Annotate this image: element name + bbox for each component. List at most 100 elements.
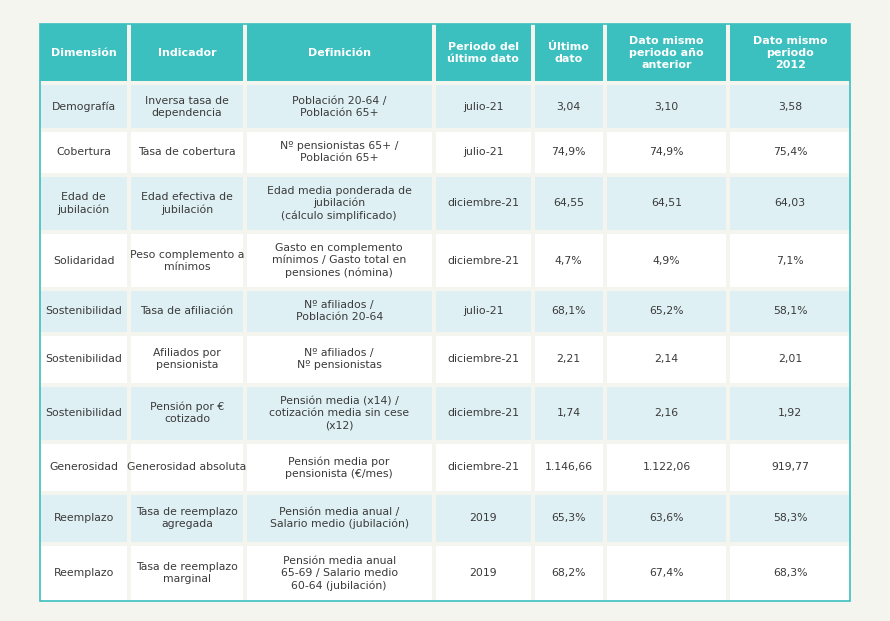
Bar (607, 24, 726, 81)
Text: diciembre-21: diciembre-21 (448, 408, 519, 418)
Bar (131, 387, 243, 440)
Text: 64,51: 64,51 (651, 198, 682, 208)
Bar (131, 176, 243, 230)
Bar (40, 387, 127, 440)
Text: Reemplazo: Reemplazo (53, 568, 114, 578)
Bar (131, 24, 243, 81)
Bar (535, 291, 603, 332)
Text: Afiliados por
pensionista: Afiliados por pensionista (153, 348, 221, 370)
Text: Nº afiliados /
Nº pensionistas: Nº afiliados / Nº pensionistas (296, 348, 382, 370)
Bar (535, 86, 603, 128)
Text: julio-21: julio-21 (463, 306, 504, 317)
Text: 67,4%: 67,4% (649, 568, 684, 578)
Text: Indicador: Indicador (158, 48, 216, 58)
Text: Pensión media por
pensionista (€/mes): Pensión media por pensionista (€/mes) (286, 456, 393, 479)
Bar (435, 495, 531, 542)
Bar (247, 132, 432, 173)
Text: Edad media ponderada de
jubilación
(cálculo simplificado): Edad media ponderada de jubilación (cálc… (267, 186, 411, 221)
Bar (131, 444, 243, 491)
Bar (247, 176, 432, 230)
Text: 68,2%: 68,2% (552, 568, 586, 578)
Text: Edad de
jubilación: Edad de jubilación (58, 192, 109, 215)
Text: Pensión media (x14) /
cotización media sin cese
(x12): Pensión media (x14) / cotización media s… (269, 396, 409, 430)
Bar (607, 86, 726, 128)
Bar (535, 132, 603, 173)
Bar (40, 176, 127, 230)
Bar (535, 387, 603, 440)
Text: diciembre-21: diciembre-21 (448, 462, 519, 473)
Bar (731, 291, 850, 332)
Bar (247, 24, 432, 81)
Bar (607, 291, 726, 332)
Text: Tasa de reemplazo
marginal: Tasa de reemplazo marginal (136, 562, 238, 584)
Bar (40, 336, 127, 383)
Text: Tasa de cobertura: Tasa de cobertura (138, 147, 236, 157)
Text: 1.122,06: 1.122,06 (643, 462, 691, 473)
Text: Pensión por €
cotizado: Pensión por € cotizado (150, 402, 224, 425)
Text: Dato mismo
periodo
2012: Dato mismo periodo 2012 (753, 36, 828, 70)
Text: 7,1%: 7,1% (776, 256, 804, 266)
Bar (535, 24, 603, 81)
Bar (40, 495, 127, 542)
Text: Cobertura: Cobertura (56, 147, 111, 157)
Bar (131, 291, 243, 332)
Text: Dato mismo
periodo año
anterior: Dato mismo periodo año anterior (629, 36, 704, 70)
Text: Peso complemento a
mínimos: Peso complemento a mínimos (130, 250, 244, 271)
Bar (40, 234, 127, 287)
Bar (731, 176, 850, 230)
Text: 1,74: 1,74 (556, 408, 581, 418)
Text: Generosidad absoluta: Generosidad absoluta (127, 462, 247, 473)
Bar (535, 176, 603, 230)
Text: 4,7%: 4,7% (555, 256, 583, 266)
Text: 2,14: 2,14 (654, 354, 678, 364)
Text: diciembre-21: diciembre-21 (448, 354, 519, 364)
Bar (40, 291, 127, 332)
Text: Sostenibilidad: Sostenibilidad (45, 306, 122, 317)
Bar (247, 86, 432, 128)
Bar (731, 86, 850, 128)
Text: Inversa tasa de
dependencia: Inversa tasa de dependencia (145, 96, 229, 118)
Bar (607, 132, 726, 173)
Text: 68,1%: 68,1% (552, 306, 586, 317)
Text: Edad efectiva de
jubilación: Edad efectiva de jubilación (141, 192, 233, 215)
Bar (731, 444, 850, 491)
Bar (131, 234, 243, 287)
Bar (435, 176, 531, 230)
Bar (607, 387, 726, 440)
Text: 63,6%: 63,6% (649, 513, 684, 523)
Text: Pensión media anual
65-69 / Salario medio
60-64 (jubilación): Pensión media anual 65-69 / Salario medi… (280, 556, 398, 591)
Text: diciembre-21: diciembre-21 (448, 256, 519, 266)
Bar (731, 387, 850, 440)
Text: julio-21: julio-21 (463, 102, 504, 112)
Bar (535, 336, 603, 383)
Text: 3,10: 3,10 (654, 102, 678, 112)
Text: 64,03: 64,03 (774, 198, 805, 208)
Text: Nº pensionistas 65+ /
Población 65+: Nº pensionistas 65+ / Población 65+ (280, 142, 399, 163)
Bar (535, 234, 603, 287)
Text: 2019: 2019 (469, 513, 498, 523)
Bar (247, 291, 432, 332)
Text: Población 20-64 /
Población 65+: Población 20-64 / Población 65+ (292, 96, 386, 118)
Text: Periodo del
último dato: Periodo del último dato (448, 42, 519, 64)
Bar (247, 495, 432, 542)
Bar (731, 336, 850, 383)
Text: 1,92: 1,92 (778, 408, 802, 418)
Text: Demografía: Demografía (52, 102, 116, 112)
Text: 64,55: 64,55 (554, 198, 584, 208)
Bar (40, 546, 127, 601)
Bar (247, 444, 432, 491)
Bar (247, 234, 432, 287)
Text: Sostenibilidad: Sostenibilidad (45, 354, 122, 364)
Text: 2,01: 2,01 (778, 354, 802, 364)
Bar (131, 495, 243, 542)
Text: Dimensión: Dimensión (51, 48, 117, 58)
Text: 1.146,66: 1.146,66 (545, 462, 593, 473)
Text: Nº afiliados /
Población 20-64: Nº afiliados / Población 20-64 (295, 301, 383, 322)
Bar (131, 336, 243, 383)
Text: 68,3%: 68,3% (773, 568, 807, 578)
Text: Pensión media anual /
Salario medio (jubilación): Pensión media anual / Salario medio (jub… (270, 507, 409, 530)
Bar (535, 495, 603, 542)
Text: Solidaridad: Solidaridad (53, 256, 114, 266)
Text: 2,21: 2,21 (556, 354, 581, 364)
Text: 4,9%: 4,9% (652, 256, 680, 266)
